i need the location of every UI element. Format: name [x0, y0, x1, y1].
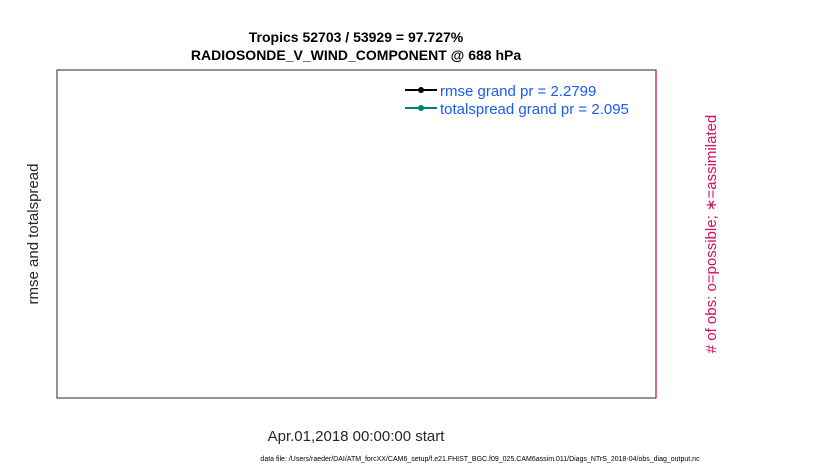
y-axis-label-left: rmse and totalspread	[25, 164, 42, 305]
legend-spread-label: totalspread grand pr = 2.095	[440, 101, 629, 118]
chart-title-line2: RADIOSONDE_V_WIND_COMPONENT @ 688 hPa	[191, 47, 521, 63]
data-file-footer: data file: /Users/raeder/DAI/ATM_forcXX/…	[260, 456, 700, 463]
axes-box	[56, 69, 657, 399]
y-axis-label-right: # of obs: o=possible; ∗=assimilated	[703, 115, 720, 354]
legend-rmse-label: rmse grand pr = 2.2799	[440, 83, 596, 100]
chart-title-line1: Tropics 52703 / 53929 = 97.727%	[249, 29, 464, 45]
legend-rmse-marker	[418, 87, 424, 93]
x-axis-label: Apr.01,2018 00:00:00 start	[268, 428, 446, 445]
legend-spread-marker	[418, 105, 424, 111]
legend: rmse grand pr = 2.2799 totalspread grand…	[405, 83, 629, 118]
